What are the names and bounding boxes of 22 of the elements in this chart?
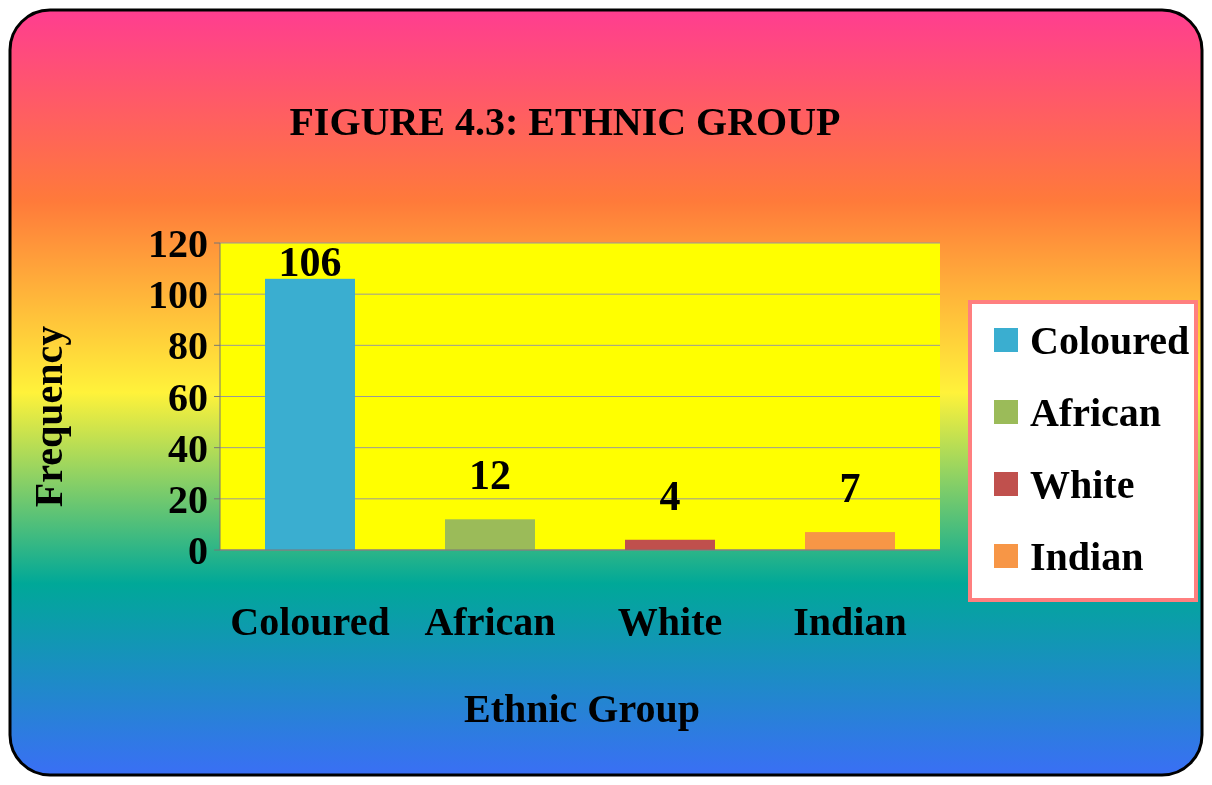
x-axis-title: Ethnic Group [464, 686, 700, 731]
y-tick-label: 20 [168, 476, 208, 522]
y-axis-title: Frequency [26, 325, 71, 508]
chart-title: FIGURE 4.3: ETHNIC GROUP [289, 99, 841, 144]
y-tick-label: 60 [168, 374, 208, 420]
legend-label: African [1030, 390, 1162, 435]
y-tick-label: 40 [168, 425, 208, 471]
data-label: 106 [278, 238, 342, 285]
y-tick-label: 0 [188, 528, 208, 573]
legend-label: Indian [1030, 534, 1144, 579]
x-tick-label: Indian [793, 599, 907, 644]
legend-label: Coloured [1030, 318, 1190, 363]
y-tick-label: 120 [148, 221, 208, 266]
x-tick-label: African [424, 599, 556, 644]
data-label: 4 [659, 472, 681, 519]
data-label: 7 [839, 465, 861, 512]
legend-label: White [1030, 462, 1135, 507]
data-label: 12 [469, 452, 511, 499]
y-tick-label: 100 [148, 272, 208, 318]
y-tick-label: 80 [168, 323, 208, 369]
x-tick-label: White [617, 599, 723, 644]
x-tick-label: Coloured [230, 599, 390, 644]
